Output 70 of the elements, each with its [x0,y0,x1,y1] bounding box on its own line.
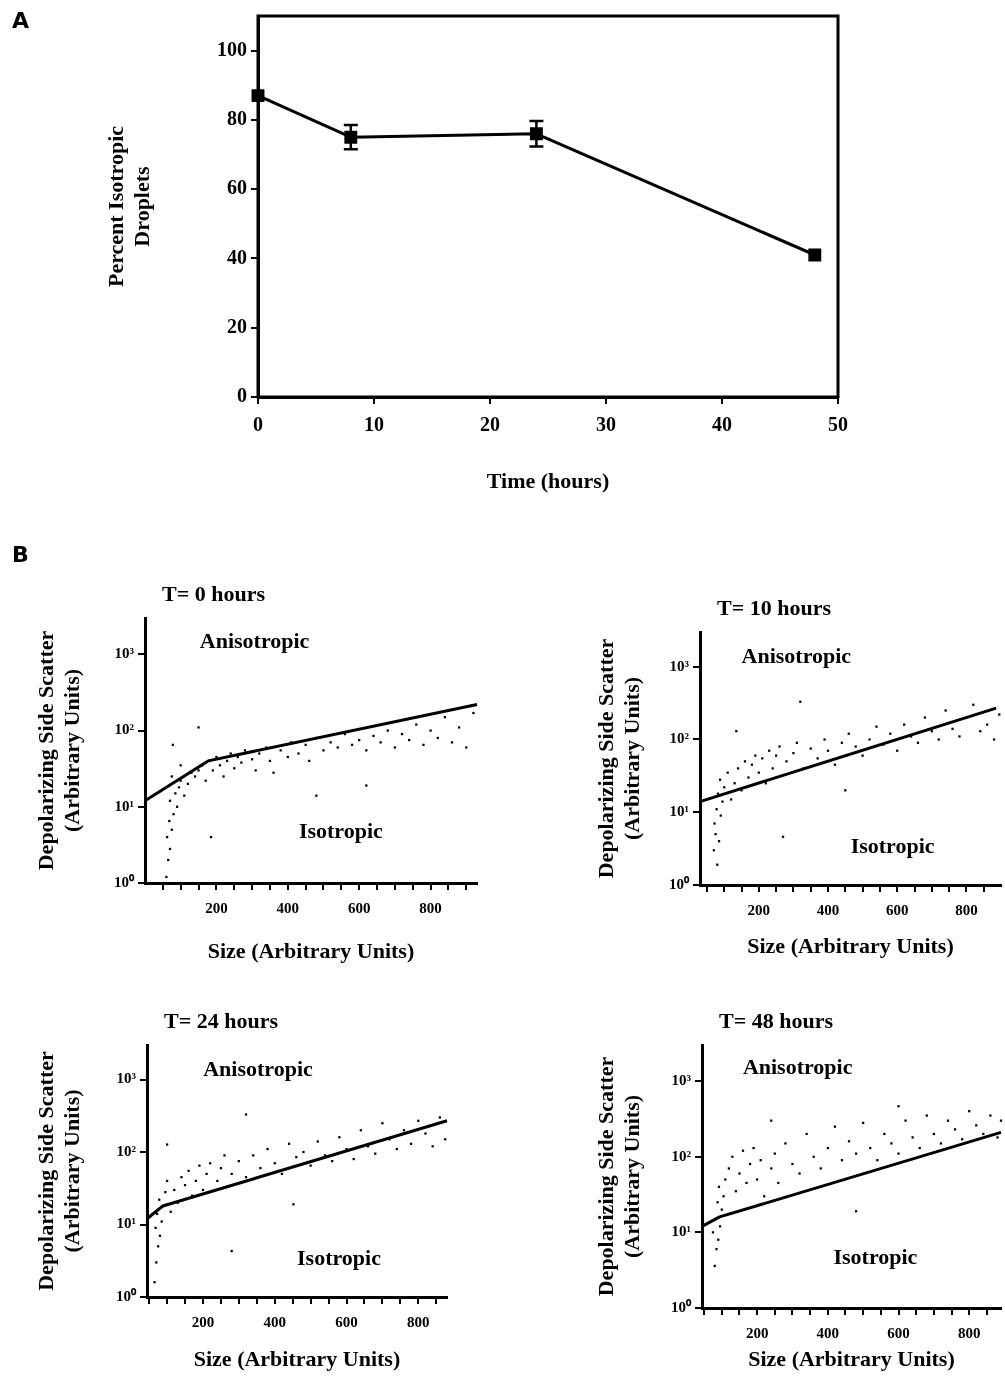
y-tick-label: 40 [227,245,247,268]
x-tick-label: 600 [887,1324,910,1341]
x-tick-label: 400 [816,1324,840,1341]
x-tick-label: 600 [885,901,909,918]
y-tick-label: 10³ [671,1071,692,1088]
annotation: Anisotropic [203,1055,314,1081]
point [344,130,358,144]
x-tick-label: 40 [712,413,732,436]
x-tick-label: 600 [335,1313,358,1330]
y-tick-label: 0 [237,384,247,407]
y-tick-label: 10⁰ [114,872,135,890]
x-tick-label: 20 [480,413,500,436]
chart-title: T= 10 hours [717,594,832,620]
chart-title: T= 48 hours [719,1007,834,1033]
y-tick-label: 20 [227,314,247,337]
x-tick-label: 200 [745,1324,769,1341]
x-tick-label: 400 [276,899,300,916]
y-tick-label: 10⁰ [669,874,690,892]
point [808,248,822,262]
annotation: Isotropic [833,1243,918,1269]
x-tick-label: 30 [596,413,616,436]
x-tick-label: 400 [816,901,840,918]
x-axis-title: Size (Arbitrary Units) [748,1346,955,1372]
x-tick-label: 600 [347,899,371,916]
x-tick-label: 0 [253,413,263,436]
x-tick-label: 800 [419,899,442,916]
y-tick-label: 10² [669,730,690,747]
x-axis-title: Size (Arbitrary Units) [207,938,415,964]
y-tick-label: 10¹ [669,803,689,820]
y-axis-title: Depolarizing Side Scatter (Arbitrary Units) [32,1051,85,1291]
y-tick-label: 10⁰ [116,1286,137,1304]
y-tick-label: 10³ [669,657,690,674]
y-tick-label: 60 [227,176,247,199]
y-tick-label: 10¹ [114,797,134,814]
y-tick-label: 10¹ [116,1215,136,1232]
x-tick-label: 50 [828,413,848,436]
x-tick-label: 800 [407,1313,430,1330]
annotation: Anisotropic [741,642,852,668]
x-tick-label: 800 [955,901,978,918]
y-tick-label: 10⁰ [671,1297,692,1315]
x-axis-title: Time (hours) [486,468,610,494]
x-axis-title: Size (Arbitrary Units) [747,933,954,959]
x-tick-label: 800 [957,1324,981,1341]
annotation: Isotropic [298,818,384,844]
text: B [12,542,29,567]
annotation: Anisotropic [742,1054,853,1080]
x-tick-label: 200 [191,1313,215,1330]
chart-title: T= 24 hours [164,1007,279,1033]
annotation: Anisotropic [199,627,310,653]
y-tick-label: 10² [116,1142,137,1159]
y-tick-label: 100 [217,37,247,60]
annotation: Isotropic [297,1244,382,1270]
y-axis-title: Percent Isotropic Droplets [102,125,155,288]
y-tick-label: 10³ [116,1070,137,1087]
y-axis-title: Depolarizing Side Scatter (Arbitrary Units) [32,630,85,871]
text: A [12,8,30,33]
y-axis-title: Depolarizing Side Scatter (Arbitrary Units) [592,1056,645,1297]
y-tick-label: 80 [227,107,247,130]
x-tick-label: 400 [263,1313,286,1330]
x-tick-label: 10 [364,413,384,436]
y-tick-label: 10² [114,721,135,738]
y-tick-label: 10³ [114,645,135,662]
y-tick-label: 10² [671,1147,692,1164]
y-axis-title: Depolarizing Side Scatter (Arbitrary Units) [592,638,645,879]
x-tick-label: 200 [747,901,771,918]
annotation: Isotropic [850,832,935,858]
chart-title: T= 0 hours [162,580,266,606]
x-tick-label: 200 [205,899,228,916]
x-axis-title: Size (Arbitrary Units) [193,1346,401,1372]
y-tick-label: 10¹ [671,1223,691,1240]
